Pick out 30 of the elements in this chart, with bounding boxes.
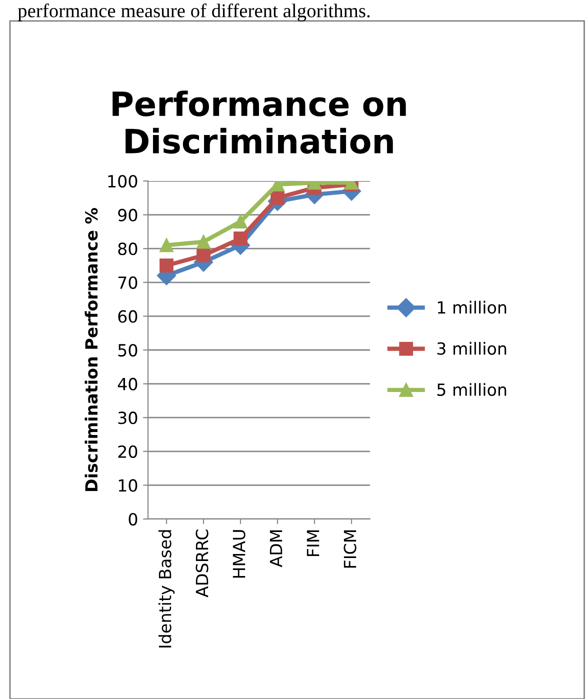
point — [234, 214, 248, 229]
legend-label: 5 million — [437, 383, 506, 396]
point — [160, 238, 174, 252]
point — [196, 248, 210, 262]
x-tick-label: FICM — [344, 530, 356, 568]
y-tick-label: 30 — [118, 412, 138, 424]
legend-label: 3 million — [437, 342, 506, 355]
x-tick-label: ADM — [270, 530, 282, 568]
y-axis-title: Discrimination Performance % — [84, 208, 98, 492]
point — [160, 258, 174, 272]
y-tick-label: 20 — [118, 445, 138, 458]
y-tick-label: 70 — [118, 276, 138, 289]
y-tick-label: 10 — [118, 479, 138, 492]
y-tick-label: 100 — [108, 174, 138, 188]
x-tick-label: Identity Based — [158, 530, 175, 648]
chart-title: Performance on Discrimination — [112, 90, 406, 154]
x-tick-label: ADSRRC — [196, 530, 208, 598]
y-tick-label: 0 — [128, 512, 138, 526]
y-tick-label: 40 — [118, 378, 138, 390]
x-tick-label: HMAU — [232, 530, 246, 578]
legend-label: 1 million — [438, 300, 506, 314]
y-tick-label: 90 — [118, 208, 138, 222]
point — [270, 190, 284, 205]
y-tick-label: 60 — [118, 310, 138, 323]
text: performance measure of different algorithms. — [18, 3, 370, 22]
x-tick-label: FIM — [306, 530, 320, 556]
point — [196, 234, 210, 249]
point — [234, 232, 248, 246]
y-tick-label: 50 — [118, 344, 138, 357]
y-tick-label: 80 — [118, 242, 138, 256]
